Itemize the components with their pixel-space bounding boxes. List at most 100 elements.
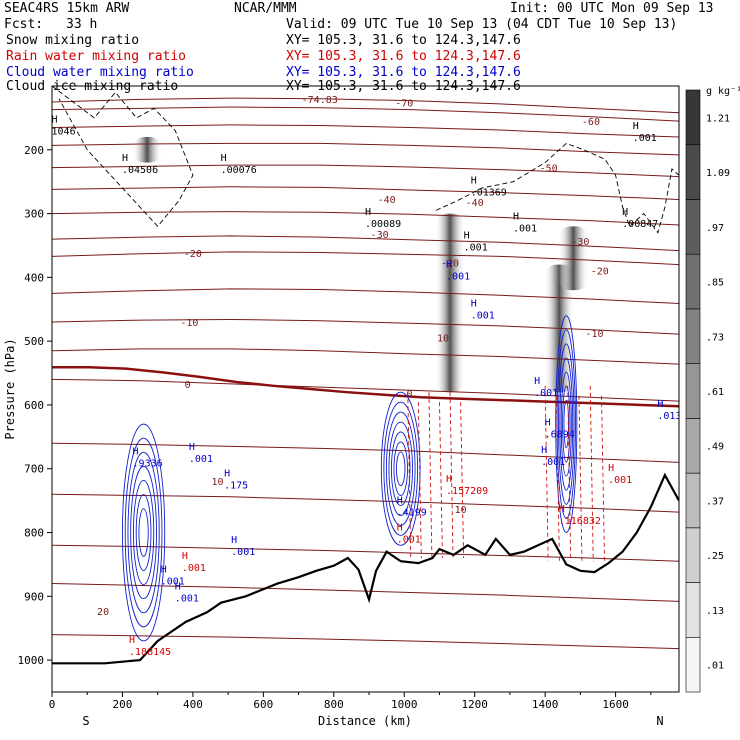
isotherm-label: -50 xyxy=(540,164,558,175)
cloud-water-contour xyxy=(393,441,408,496)
max-value-label: .9336 xyxy=(133,458,163,469)
max-marker: H xyxy=(224,469,230,480)
max-value-label: .157209 xyxy=(446,486,488,497)
max-value-label: .001 xyxy=(182,563,206,574)
max-marker: H xyxy=(122,153,128,164)
colorbar-swatch xyxy=(685,199,701,255)
isotherm-label: -20 xyxy=(441,259,459,270)
isotherm-label: -74.83 xyxy=(302,95,338,106)
max-value-label: .001 xyxy=(446,271,470,282)
colorbar-swatch xyxy=(685,472,701,529)
max-marker: H xyxy=(129,635,135,646)
isotherm-label: 20 xyxy=(97,607,109,618)
cloud-water-contour xyxy=(130,465,157,600)
isotherm-line xyxy=(52,164,679,178)
max-value-label: .001 xyxy=(534,388,558,399)
cloud-water-contour xyxy=(396,451,406,487)
colorbar-label: 1.09 xyxy=(706,168,730,179)
terrain-line xyxy=(52,472,679,665)
y-tick-label: 700 xyxy=(24,463,44,476)
isotherm-line xyxy=(52,97,679,114)
isotherm-label: 10 xyxy=(212,477,224,488)
field-xy-cloud-water: XY= 105.3, 31.6 to 124.3,147.6 xyxy=(286,65,521,80)
max-marker: H xyxy=(161,564,167,575)
max-marker: H xyxy=(464,231,470,242)
max-marker: H xyxy=(397,495,403,506)
rain-contour xyxy=(589,385,594,562)
cloud-water-contour xyxy=(138,508,149,557)
isotherm-line xyxy=(52,124,679,138)
x-axis-label: Distance (km) xyxy=(318,714,412,728)
isotherm-line xyxy=(52,106,679,122)
colorbar: .01 .13 .25 .37 .49 .61 .73 .85 .97 1.09 1.21 xyxy=(685,89,730,693)
isotherm-label: -60 xyxy=(582,117,600,128)
isotherm-label: -30 xyxy=(371,230,389,241)
max-marker: H xyxy=(471,298,477,309)
field-xy-snow: XY= 105.3, 31.6 to 124.3,147.6 xyxy=(286,33,521,48)
x-tick-label: 1600 xyxy=(602,698,629,711)
cloud-water-contour xyxy=(560,371,572,477)
cloud-ice-contour xyxy=(52,86,194,228)
colorbar-label: .13 xyxy=(706,606,724,617)
cloud-water-contour xyxy=(132,480,155,586)
rain-contour xyxy=(601,395,605,562)
max-marker: H xyxy=(175,582,181,593)
isotherm-label: 0 xyxy=(185,380,191,391)
colorbar-label: .37 xyxy=(706,496,724,507)
max-value-label: .00076 xyxy=(221,165,257,176)
max-value-label: .00847 xyxy=(622,219,658,230)
south-label: S xyxy=(82,714,89,728)
valid-time: Valid: 09 UTC Tue 10 Sep 13 (04 CDT Tue … xyxy=(286,17,678,32)
max-marker: H xyxy=(52,115,58,126)
isotherm-label: -70 xyxy=(395,99,413,110)
colorbar-label: .97 xyxy=(706,223,724,234)
freezing-level-line xyxy=(52,366,679,408)
cloud-water-contour xyxy=(127,451,160,614)
y-tick-label: 900 xyxy=(24,590,44,603)
max-marker: H xyxy=(622,207,628,218)
isotherm-label: -20 xyxy=(591,266,609,277)
max-marker: H xyxy=(633,121,639,132)
colorbar-label: .73 xyxy=(706,332,724,343)
max-value-label: 1046 xyxy=(52,127,76,138)
colorbar-swatch xyxy=(685,308,701,364)
x-tick-label: 400 xyxy=(183,698,203,711)
cloud-water-contour xyxy=(559,357,574,491)
colorbar-swatch xyxy=(685,363,701,419)
y-tick-label: 400 xyxy=(24,271,44,284)
max-marker: H xyxy=(657,399,663,410)
x-tick-label: 1000 xyxy=(391,698,418,711)
max-value-label: .175 xyxy=(224,481,248,492)
colorbar-swatch xyxy=(685,527,701,583)
snow-plume xyxy=(558,226,589,291)
snow-plume xyxy=(435,213,466,393)
colorbar-label: 1.21 xyxy=(706,113,730,124)
rain-contour xyxy=(439,402,443,559)
rain-contour xyxy=(460,402,465,559)
colorbar-swatch xyxy=(685,636,701,693)
isotherm-label: 10 xyxy=(455,505,467,516)
max-value-label: .116832 xyxy=(559,516,601,527)
isotherm-line xyxy=(52,186,679,201)
y-axis-label: Pressure (hPa) xyxy=(3,338,17,439)
max-value-label: .001 xyxy=(513,224,537,235)
y-tick-label: 500 xyxy=(24,335,44,348)
max-marker: H xyxy=(608,463,614,474)
max-value-label: .001 xyxy=(175,594,199,605)
isotherm-line xyxy=(52,634,679,650)
field-name-cloud-water: Cloud water mixing ratio xyxy=(6,65,194,80)
colorbar-swatch xyxy=(685,144,701,200)
isotherm-line xyxy=(52,235,679,252)
colorbar-swatch xyxy=(685,582,701,638)
cloud-water-contour xyxy=(390,431,411,506)
cloud-water-contour xyxy=(124,437,163,628)
max-value-label: .001 xyxy=(608,475,632,486)
x-tick-label: 800 xyxy=(324,698,344,711)
field-name-rain: Rain water mixing ratio xyxy=(6,49,187,64)
fcst-label: Fcst: xyxy=(4,17,44,32)
isotherm-line xyxy=(52,348,679,365)
colorbar-label: .25 xyxy=(706,551,724,562)
colorbar-label: .01 xyxy=(706,661,724,672)
isotherm-label: 10 xyxy=(437,333,449,344)
